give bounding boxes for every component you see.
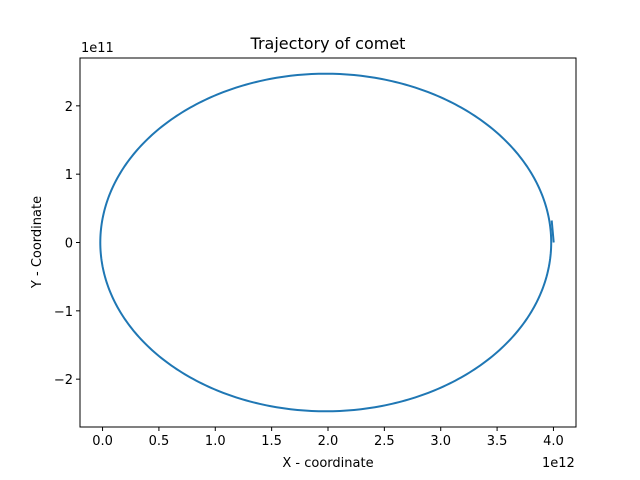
y-axis-label: Y - Coordinate (30, 196, 45, 289)
x-tick-label: 2.0 (318, 434, 339, 449)
plot-area (80, 58, 576, 427)
x-tick-label: 3.5 (487, 434, 508, 449)
y-tick-label: −1 (54, 305, 73, 320)
x-tick-label: 1.5 (261, 434, 282, 449)
y-tick-label: 0 (65, 237, 73, 252)
x-tick-label: 0.5 (149, 434, 170, 449)
y-tick-label: −2 (54, 373, 73, 388)
x-axis: 0.0 0.5 1.0 1.5 2.0 2.5 3.0 3.5 4.0 (92, 427, 564, 449)
series-layer (99, 72, 555, 413)
y-offset-label: 1e11 (81, 41, 114, 56)
chart-title: Trajectory of comet (250, 34, 406, 53)
x-tick-label: 1.0 (205, 434, 226, 449)
x-tick-label: 2.5 (374, 434, 395, 449)
x-offset-label: 1e12 (542, 456, 575, 471)
x-tick-label: 4.0 (543, 434, 564, 449)
y-tick-label: 1 (65, 168, 73, 183)
x-tick-label: 0.0 (92, 434, 113, 449)
y-axis: −2 −1 0 1 2 (54, 100, 80, 388)
trajectory-line (99, 72, 553, 413)
x-axis-label: X - coordinate (282, 456, 373, 471)
y-tick-label: 2 (65, 100, 73, 115)
trajectory-start-segment (550, 220, 555, 243)
x-tick-label: 3.0 (430, 434, 451, 449)
